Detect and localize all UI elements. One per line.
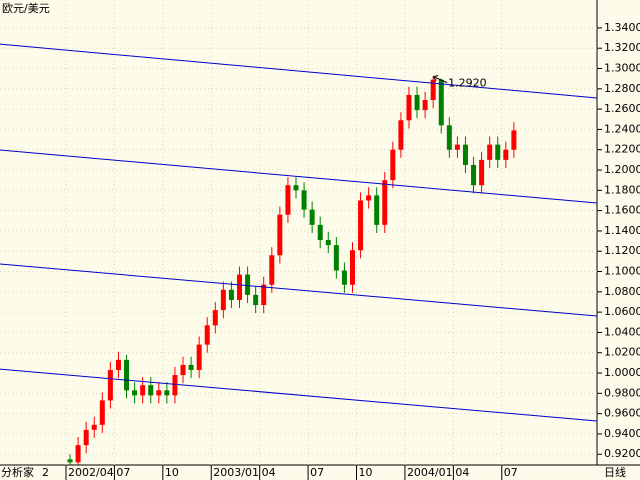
candle-body <box>293 185 299 191</box>
candle-body <box>148 385 154 396</box>
y-tick-label: 1.2000 <box>604 163 640 176</box>
candle-body <box>269 255 275 285</box>
x-tick-label: 2003/01 <box>213 466 259 479</box>
trend-line <box>0 263 598 317</box>
y-tick-label: 1.1600 <box>604 204 640 217</box>
x-tick-label: 2002/04 <box>68 466 114 479</box>
annotation-arrow <box>432 75 448 84</box>
x-tick-label: 07 <box>310 466 324 479</box>
y-tick-label: 1.1800 <box>604 183 640 196</box>
candle-body <box>237 274 243 300</box>
candle-body <box>382 180 388 225</box>
candle-body <box>495 144 501 160</box>
candle-body <box>124 359 130 391</box>
y-tick-label: 1.0600 <box>604 305 640 318</box>
y-tick-label: 1.1400 <box>604 224 640 237</box>
candle-body <box>245 274 251 295</box>
candle-body <box>91 424 97 430</box>
candle-body <box>406 94 412 121</box>
candle-body <box>301 190 307 210</box>
x-tick-label: 04 <box>455 466 469 479</box>
candle-body <box>67 459 73 463</box>
candle-body <box>511 130 517 150</box>
y-tick-label: 0.9400 <box>604 427 640 440</box>
candle-body <box>430 79 436 100</box>
candle-body <box>83 429 89 446</box>
candle-body <box>75 445 81 463</box>
y-tick-label: 1.3200 <box>604 41 640 54</box>
candle-body <box>132 390 138 396</box>
candle-body <box>462 144 468 165</box>
period: 日线 <box>604 465 626 479</box>
y-tick-label: 1.2200 <box>604 143 640 156</box>
x-tick-label: 10 <box>165 466 179 479</box>
chart-title: 欧元/美元 <box>2 2 50 15</box>
y-tick-label: 1.2600 <box>604 102 640 115</box>
candle-body <box>446 125 452 150</box>
candle-body <box>390 149 396 181</box>
candle-body <box>333 245 339 271</box>
annotation-label: 1.2920 <box>448 77 487 90</box>
y-tick-label: 1.0400 <box>604 325 640 338</box>
y-tick-label: 1.2800 <box>604 82 640 95</box>
candle-body <box>228 289 234 300</box>
x-tick-label: 2004/01 <box>407 466 453 479</box>
brand: 分析家 <box>1 465 34 479</box>
candle-body <box>438 79 444 126</box>
x-tick-label: 10 <box>359 466 373 479</box>
candle-body <box>317 224 323 241</box>
date-fragment: 2 <box>42 466 49 479</box>
candle-body <box>358 200 364 251</box>
candle-body <box>188 364 194 370</box>
candle-body <box>374 195 380 225</box>
candle-body <box>341 270 347 285</box>
y-tick-label: 1.0200 <box>604 346 640 359</box>
trend-line <box>0 368 598 422</box>
candle-body <box>172 375 178 396</box>
trend-line <box>0 149 598 204</box>
candle-body <box>349 250 355 285</box>
y-tick-label: 1.0000 <box>604 366 640 379</box>
candle-body <box>107 369 113 401</box>
y-tick-label: 1.0800 <box>604 285 640 298</box>
candle-body <box>196 344 202 370</box>
x-tick-label: 07 <box>504 466 518 479</box>
candle-body <box>422 99 428 111</box>
candle-body <box>309 209 315 225</box>
y-tick-label: 0.9800 <box>604 386 640 399</box>
y-tick-label: 0.9200 <box>604 447 640 460</box>
y-tick-label: 1.3000 <box>604 62 640 75</box>
trend-line <box>0 43 598 99</box>
y-tick-label: 0.9600 <box>604 407 640 420</box>
candle-body <box>140 385 146 396</box>
candle-body <box>277 214 283 256</box>
candle-body <box>479 159 485 186</box>
candle-body <box>261 284 267 306</box>
candle-body <box>220 289 226 311</box>
candle-body <box>454 144 460 150</box>
candle-body <box>99 400 105 425</box>
candle-body <box>180 364 186 376</box>
x-tick-label: 07 <box>116 466 130 479</box>
candle-body <box>398 120 404 150</box>
y-tick-label: 1.1200 <box>604 244 640 257</box>
candle-body <box>156 390 162 396</box>
candle-body <box>487 144 493 160</box>
candle-body <box>204 325 210 345</box>
candle-body <box>414 94 420 111</box>
candle-body <box>503 149 509 160</box>
candle-body <box>285 185 291 215</box>
y-tick-label: 1.3400 <box>604 21 640 34</box>
candle-body <box>471 164 477 186</box>
candle-body <box>253 294 259 306</box>
candle-body <box>325 240 331 246</box>
x-tick-label: 04 <box>262 466 276 479</box>
candle-body <box>164 390 170 396</box>
y-tick-label: 1.2400 <box>604 122 640 135</box>
candle-body <box>212 310 218 326</box>
y-tick-label: 1.1000 <box>604 265 640 278</box>
candle-body <box>366 195 372 201</box>
candle-body <box>115 359 121 370</box>
